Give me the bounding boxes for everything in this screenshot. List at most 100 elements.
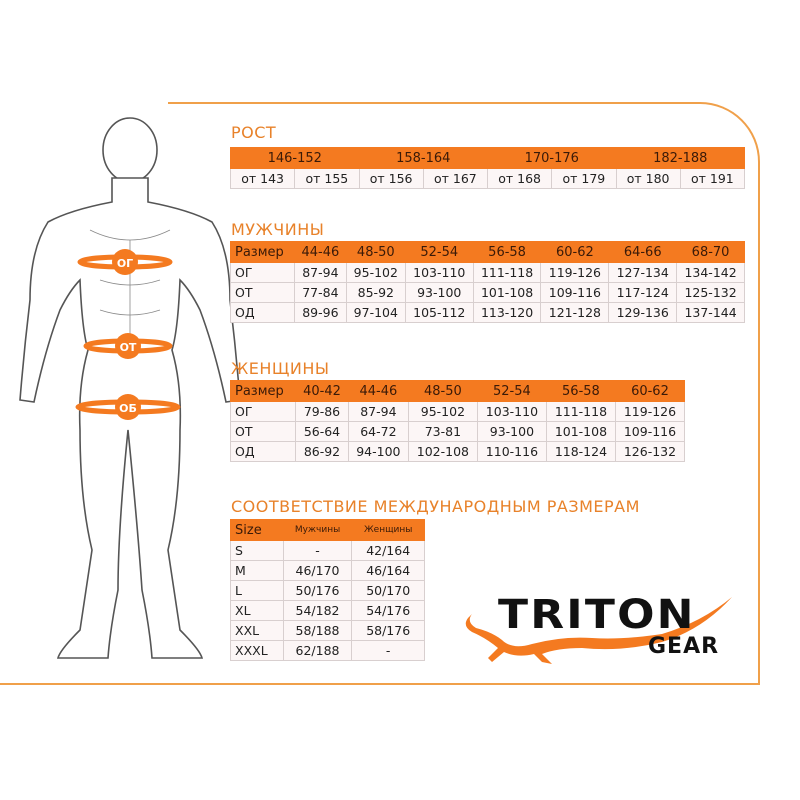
cell: 79-86 — [295, 401, 349, 422]
height-cell: от 179 — [551, 168, 617, 189]
cell: 87-94 — [347, 401, 409, 422]
band-label-hips: ОБ — [119, 402, 137, 415]
logo-gear: GEAR — [648, 634, 720, 659]
height-title: РОСТ — [231, 123, 277, 142]
head — [102, 117, 158, 183]
cell: 46/170 — [282, 560, 353, 581]
women-table: Размер 40-42 44-46 48-50 52-54 56-58 60-62 ОГ 79… — [229, 380, 686, 462]
row-label: XXL — [230, 620, 284, 641]
band-label-waist: ОТ — [120, 341, 137, 354]
row-label: L — [230, 580, 284, 601]
cell: 52-54 — [404, 241, 474, 263]
cell: 109-116 — [614, 421, 686, 442]
cell: 56-58 — [472, 241, 542, 263]
height-group: 170-176 — [487, 147, 617, 169]
cell: 134-142 — [676, 262, 745, 283]
height-group: 146-152 — [230, 147, 360, 169]
row-label: S — [230, 540, 284, 561]
height-group: 182-188 — [615, 147, 745, 169]
cell: 46/164 — [351, 560, 425, 581]
cell: 62/188 — [282, 640, 353, 661]
cell: 118-124 — [545, 441, 616, 462]
cell: 103-110 — [404, 262, 474, 283]
cell: 95-102 — [407, 401, 478, 422]
cell: 40-42 — [295, 380, 349, 402]
cell: 44-46 — [347, 380, 409, 402]
cell: 111-118 — [545, 401, 616, 422]
table-row: XL 54/182 54/176 — [230, 600, 425, 621]
table-row: XXXL 62/188- — [230, 640, 425, 661]
cell: 86-92 — [295, 441, 349, 462]
cell: 125-132 — [676, 282, 745, 303]
cell: 93-100 — [404, 282, 474, 303]
cell: 52-54 — [476, 380, 547, 402]
cell: 58/188 — [282, 620, 353, 641]
cell: 94-100 — [347, 441, 409, 462]
cell: - — [282, 540, 353, 561]
row-label: ОД — [230, 302, 295, 323]
header-row: Size Мужчины Женщины — [230, 519, 425, 541]
cell: 64-72 — [347, 421, 409, 442]
triton-gear-logo: TRITON GEAR — [462, 592, 752, 667]
cell: 56-64 — [295, 421, 349, 442]
frame-border — [0, 102, 760, 685]
cell: 50/170 — [351, 580, 425, 601]
row-label: Размер — [230, 241, 295, 263]
height-cell: от 191 — [679, 168, 746, 189]
measurement-bands: ОГ ОТ ОБ — [75, 249, 181, 420]
cell: - — [351, 640, 425, 661]
cell: 101-108 — [472, 282, 542, 303]
height-cell: от 143 — [229, 168, 296, 189]
cell: 85-92 — [345, 282, 406, 303]
cell: 102-108 — [407, 441, 478, 462]
cell: 105-112 — [404, 302, 474, 323]
cell: 60-62 — [540, 241, 610, 263]
cell: 129-136 — [608, 302, 678, 323]
international-table: Size Мужчины Женщины S -42/164 M 46/170 46/164 L… — [230, 519, 425, 661]
row-label: ОД — [229, 441, 297, 462]
height-cell: от 167 — [422, 168, 489, 189]
table-row: ОД 89-96 97-104 105-112 113-120 121-128 129-13… — [230, 302, 745, 323]
cell: 126-132 — [614, 441, 686, 462]
cell: 54/176 — [351, 600, 425, 621]
row-label: XXXL — [230, 640, 284, 661]
body-figure: ОГ ОТ ОБ — [19, 117, 240, 659]
height-group: 158-164 — [358, 147, 488, 169]
cell: 68-70 — [676, 241, 745, 263]
table-row: ОТ 56-64 64-72 73-81 93-100 101-108 109-116 — [229, 421, 686, 442]
table-row: S -42/164 — [230, 540, 425, 561]
cell: 110-116 — [476, 441, 547, 462]
table-row: M 46/170 46/164 — [230, 560, 425, 581]
cell: 127-134 — [608, 262, 678, 283]
table-row: L 50/176 50/170 — [230, 580, 425, 601]
cell: 73-81 — [407, 421, 478, 442]
lizard-icon — [465, 597, 732, 664]
cell: 87-94 — [294, 262, 347, 283]
cell: 103-110 — [476, 401, 547, 422]
cell: 48-50 — [407, 380, 478, 402]
women-title: ЖЕНЩИНЫ — [231, 359, 330, 378]
logo-triton: TRITON — [498, 592, 696, 638]
row-label: ОГ — [229, 401, 297, 422]
cell: 109-116 — [540, 282, 610, 303]
international-title: СООТВЕТСТВИЕ МЕЖДУНАРОДНЫМ РАЗМЕРАМ — [231, 497, 640, 516]
cell: 97-104 — [345, 302, 406, 323]
cell: 121-128 — [540, 302, 610, 323]
band-label-chest: ОГ — [117, 257, 133, 270]
cell: 50/176 — [282, 580, 353, 601]
table-row: ОГ 87-94 95-102 103-110 111-118 119-126 127-13… — [230, 262, 745, 283]
cell: 64-66 — [608, 241, 678, 263]
row-label: ОТ — [229, 421, 297, 442]
cell: 44-46 — [294, 241, 347, 263]
cell: 58/176 — [351, 620, 425, 641]
row-label: XL — [230, 600, 284, 621]
cell: 89-96 — [294, 302, 347, 323]
cell: 93-100 — [476, 421, 547, 442]
cell: 101-108 — [545, 421, 616, 442]
header-row: Размер 44-46 48-50 52-54 56-58 60-62 64-66 68-7… — [230, 241, 745, 263]
cell: 60-62 — [614, 380, 686, 402]
height-cell: от 180 — [615, 168, 681, 189]
table-row: ОД 86-92 94-100 102-108 110-116 118-124 126-13… — [229, 441, 686, 462]
cell: 111-118 — [472, 262, 542, 283]
